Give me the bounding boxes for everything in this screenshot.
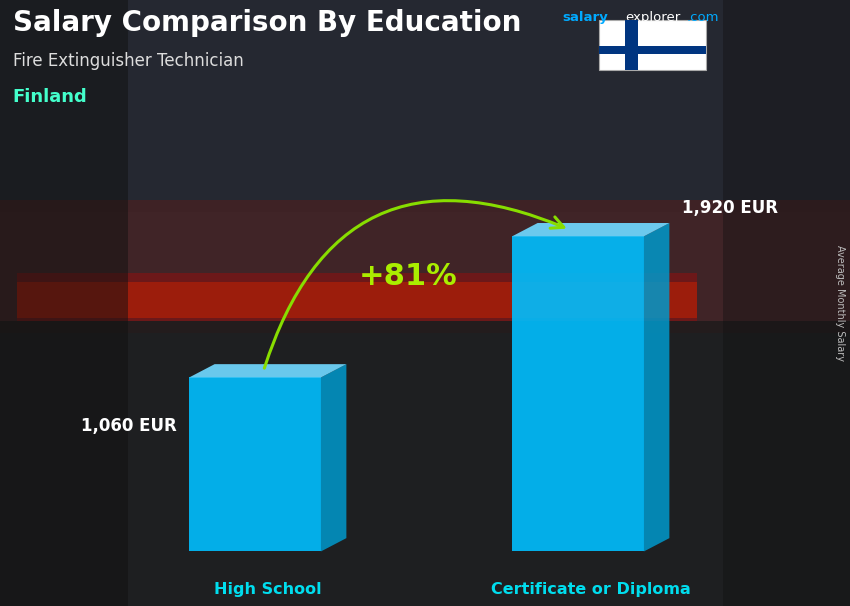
Text: +81%: +81% <box>359 262 457 291</box>
Bar <box>722 0 850 606</box>
Polygon shape <box>644 223 670 551</box>
Text: Salary Comparison By Education: Salary Comparison By Education <box>13 9 521 37</box>
Bar <box>0 321 850 606</box>
Text: Fire Extinguisher Technician: Fire Extinguisher Technician <box>13 52 243 70</box>
Bar <box>0 0 850 212</box>
Bar <box>599 45 706 54</box>
Text: Finland: Finland <box>13 88 88 106</box>
Text: explorer: explorer <box>625 11 680 24</box>
Polygon shape <box>320 364 347 551</box>
Polygon shape <box>512 223 670 236</box>
Text: 1,060 EUR: 1,060 EUR <box>81 417 177 435</box>
Text: 1,920 EUR: 1,920 EUR <box>682 199 778 217</box>
Bar <box>0 200 850 333</box>
Text: Average Monthly Salary: Average Monthly Salary <box>835 245 845 361</box>
Polygon shape <box>189 364 347 378</box>
FancyArrowPatch shape <box>264 201 564 368</box>
Bar <box>17 273 697 321</box>
Text: .com: .com <box>687 11 719 24</box>
Bar <box>0 0 128 606</box>
Bar <box>625 20 638 70</box>
Bar <box>599 20 706 70</box>
Polygon shape <box>512 236 644 551</box>
Text: salary: salary <box>563 11 609 24</box>
Text: Certificate or Diploma: Certificate or Diploma <box>490 582 690 597</box>
Text: High School: High School <box>214 582 321 597</box>
Polygon shape <box>189 378 320 551</box>
Bar <box>17 282 697 318</box>
